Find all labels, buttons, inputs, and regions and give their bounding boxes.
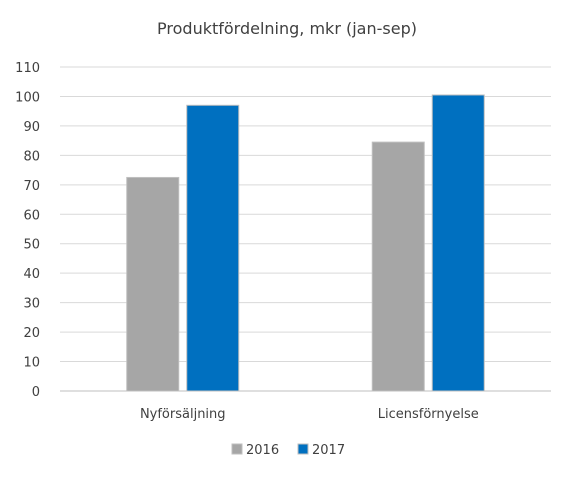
y-tick-label: 60	[23, 208, 40, 223]
y-tick-label: 50	[23, 238, 40, 253]
y-tick-label: 70	[23, 179, 40, 194]
y-tick-label: 20	[23, 326, 40, 341]
x-axis-categories: Nyförsäljning Licensförnyelse	[140, 407, 479, 422]
y-axis-ticks: 0 10 20 30 40 50 60 70 80 90 100 110	[15, 61, 40, 400]
legend-swatch-2017	[297, 443, 309, 455]
y-tick-label: 0	[32, 385, 40, 400]
chart-title: Produktfördelning, mkr (jan-sep)	[157, 19, 417, 38]
bar-2016-1	[371, 141, 425, 392]
y-tick-label: 10	[23, 356, 40, 371]
y-tick-label: 40	[23, 267, 40, 282]
legend: 2016 2017	[231, 443, 345, 458]
category-label: Licensförnyelse	[378, 407, 479, 422]
y-tick-label: 110	[15, 61, 40, 76]
legend-swatch-2016	[231, 443, 243, 455]
bar-2016-0	[126, 176, 180, 392]
y-tick-label: 80	[23, 149, 40, 164]
y-tick-label: 100	[15, 90, 40, 105]
bar-2017-0	[186, 104, 240, 392]
bar-2017-1	[431, 94, 485, 392]
category-label: Nyförsäljning	[140, 407, 226, 422]
bars	[126, 94, 485, 392]
y-tick-label: 30	[23, 297, 40, 312]
legend-label: 2017	[312, 443, 345, 458]
y-tick-label: 90	[23, 120, 40, 135]
legend-label: 2016	[246, 443, 279, 458]
